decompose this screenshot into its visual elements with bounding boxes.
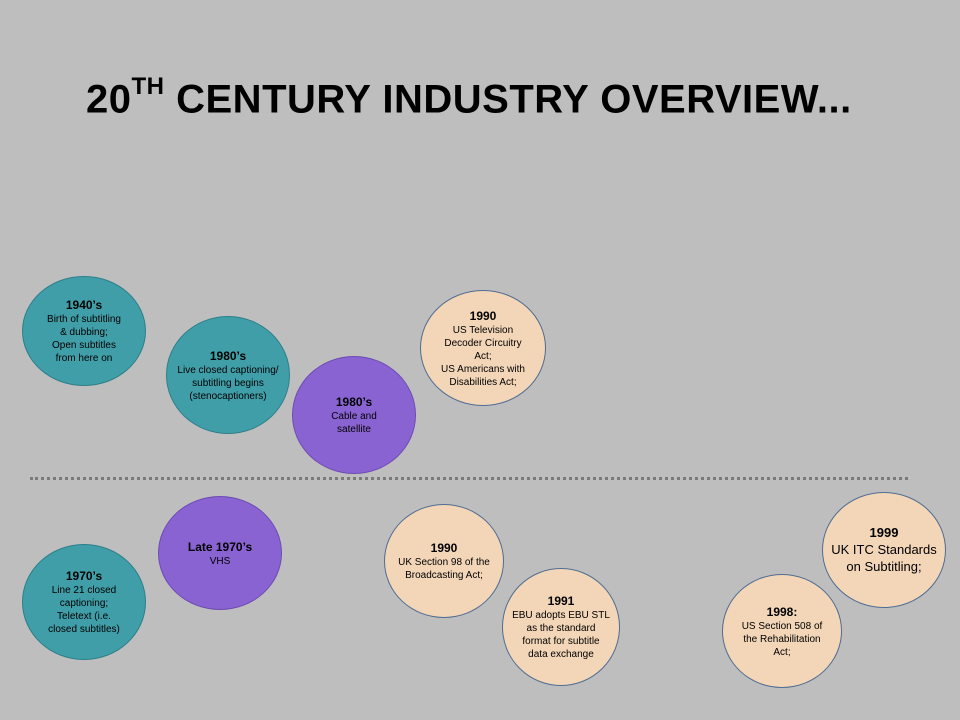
event-description: VHS (209, 555, 231, 567)
title-superscript: TH (131, 73, 165, 100)
event-year: 1991 (547, 594, 575, 608)
title-rest: CENTURY INDUSTRY OVERVIEW... (164, 77, 852, 122)
event-description: UK Section 98 of the Broadcasting Act; (398, 557, 490, 581)
event-bubble-1990-uk: 1990 UK Section 98 of the Broadcasting A… (384, 504, 504, 618)
event-year: 1940’s (65, 298, 103, 312)
event-bubble-late-1970s: Late 1970’s VHS (158, 496, 282, 610)
event-bubble-1990-us: 1990 US Television Decoder Circuitry Act… (420, 290, 546, 406)
event-bubble-1940s: 1940’s Birth of subtitling & dubbing; Op… (22, 276, 146, 386)
timeline-divider (30, 477, 908, 480)
slide-title: 20TH CENTURY INDUSTRY OVERVIEW... (86, 66, 852, 124)
event-description: US Section 508 of the Rehabilitation Act… (741, 620, 823, 658)
event-year: 1980’s (209, 348, 247, 363)
event-bubble-1980s-cable: 1980’s Cable and satellite (292, 356, 416, 474)
event-description: EBU adopts EBU STL as the standard forma… (512, 610, 610, 660)
event-year: 1998: (766, 604, 798, 619)
event-bubble-1998: 1998: US Section 508 of the Rehabilitati… (722, 574, 842, 688)
event-description: Birth of subtitling & dubbing; Open subt… (47, 314, 121, 364)
event-description: US Television Decoder Circuitry Act; US … (441, 324, 525, 388)
event-bubble-1980s-captioning: 1980’s Live closed captioning/ subtitlin… (166, 316, 290, 434)
event-description: UK ITC Standards on Subtitling; (831, 542, 937, 574)
event-description: Line 21 closed captioning; Teletext (i.e… (48, 585, 120, 635)
event-description: Live closed captioning/ subtitling begin… (177, 364, 279, 402)
event-year: 1970’s (65, 569, 103, 583)
event-bubble-1991: 1991 EBU adopts EBU STL as the standard … (502, 568, 620, 686)
event-year: Late 1970’s (187, 539, 253, 554)
event-bubble-1970s: 1970’s Line 21 closed captioning; Telete… (22, 544, 146, 660)
event-year: 1990 (469, 308, 497, 323)
event-year: 1999 (869, 525, 899, 540)
event-bubble-1999: 1999 UK ITC Standards on Subtitling; (822, 492, 946, 608)
event-year: 1990 (430, 541, 458, 555)
event-description: Cable and satellite (331, 411, 377, 435)
event-year: 1980’s (335, 395, 373, 409)
title-prefix: 20 (86, 77, 132, 122)
